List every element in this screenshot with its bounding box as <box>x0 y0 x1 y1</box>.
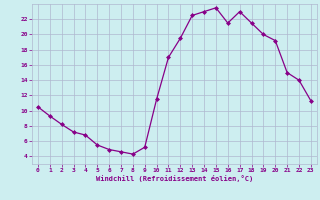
X-axis label: Windchill (Refroidissement éolien,°C): Windchill (Refroidissement éolien,°C) <box>96 175 253 182</box>
